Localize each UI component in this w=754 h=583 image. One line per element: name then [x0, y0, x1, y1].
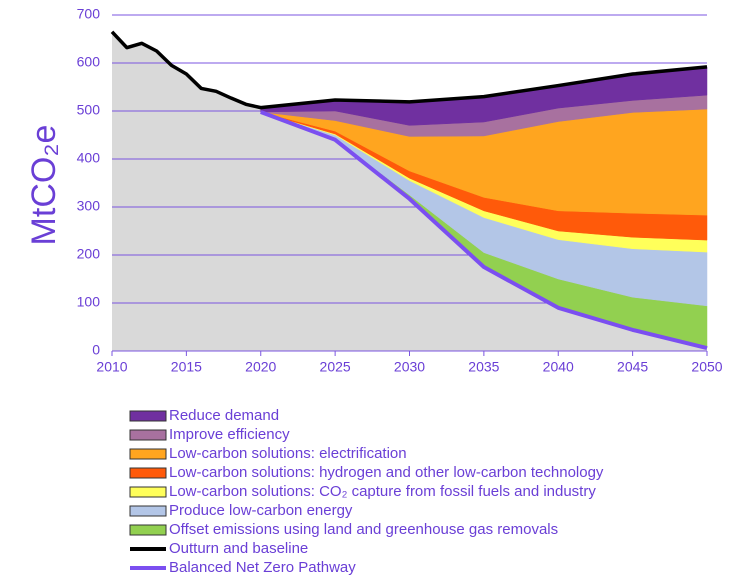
legend-swatch: [129, 524, 167, 536]
y-tick-label: 700: [77, 6, 101, 22]
line: [260, 110, 708, 351]
x-tick-label: 2050: [691, 359, 722, 375]
y-tick-label: 400: [77, 150, 101, 166]
legend-label: Produce low-carbon energy: [169, 502, 353, 519]
legend-swatch: [129, 467, 167, 479]
legend-label: Reduce demand: [169, 407, 279, 424]
line: [110, 30, 708, 110]
legend-swatch: [129, 448, 167, 460]
legend-label: Outturn and baseline: [169, 540, 308, 557]
x-tick-label: 2040: [543, 359, 574, 375]
x-tick-label: 2035: [468, 359, 499, 375]
x-tick-label: 2020: [245, 359, 276, 375]
y-tick-label: 500: [77, 102, 101, 118]
y-axis-label: MtCO₂e: [25, 125, 63, 246]
x-tick-label: 2045: [617, 359, 648, 375]
y-tick-label: 0: [92, 342, 100, 358]
legend-swatch: [129, 429, 167, 441]
legend-label: Balanced Net Zero Pathway: [169, 559, 356, 576]
legend-label: Improve efficiency: [169, 426, 290, 443]
y-tick-label: 200: [77, 246, 101, 262]
legend-label: Low-carbon solutions: electrification: [169, 445, 407, 462]
x-tick-label: 2025: [320, 359, 351, 375]
legend-label: Low-carbon solutions: hydrogen and other…: [169, 464, 604, 481]
y-tick-label: 100: [77, 294, 101, 310]
legend-label: Offset emissions using land and greenhou…: [169, 521, 558, 538]
legend-swatch: [129, 486, 167, 498]
x-tick-label: 2015: [171, 359, 202, 375]
y-tick-label: 300: [77, 198, 101, 214]
legend-swatch: [129, 410, 167, 422]
legend-swatch: [129, 505, 167, 517]
y-tick-label: 600: [77, 54, 101, 70]
x-tick-label: 2010: [96, 359, 127, 375]
legend-label: Low-carbon solutions: CO₂ capture from f…: [169, 483, 596, 500]
x-tick-label: 2030: [394, 359, 425, 375]
